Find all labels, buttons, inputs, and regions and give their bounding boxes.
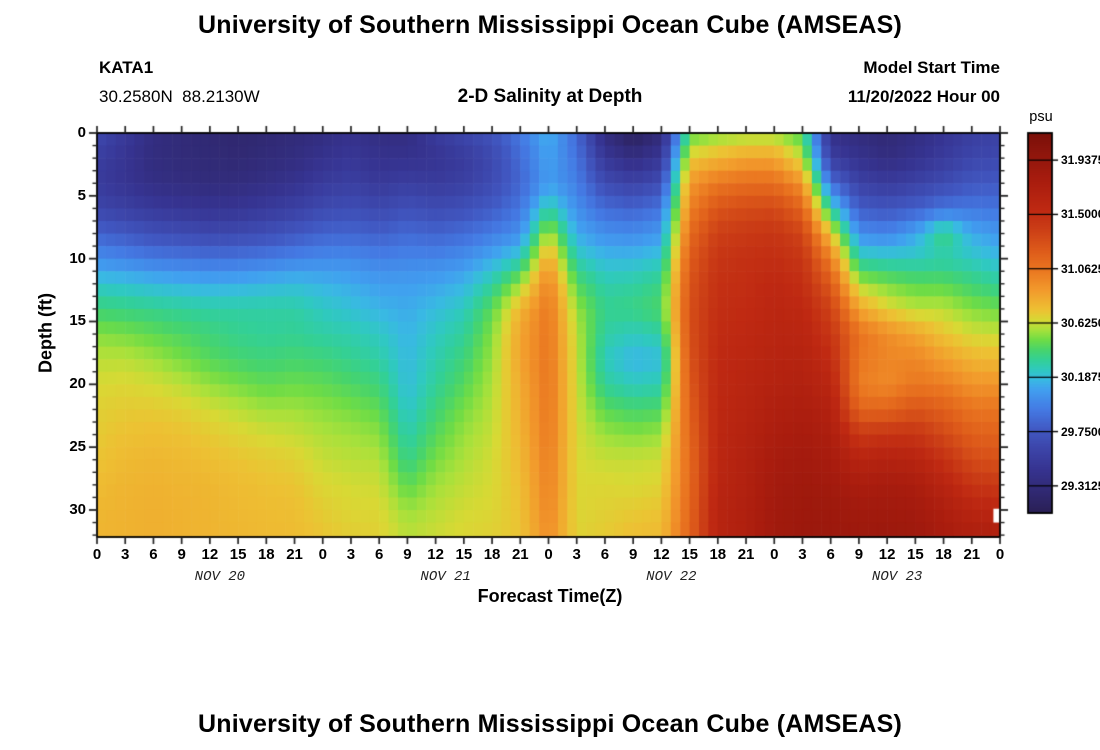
date-label: NOV 20	[194, 569, 246, 585]
x-tick-label: 12	[653, 546, 670, 563]
y-tick-label: 5	[77, 186, 86, 204]
colorbar-tick-label: 31.9375	[1061, 153, 1100, 168]
y-tick-label: 0	[77, 124, 86, 141]
x-tick-label: 15	[907, 546, 924, 563]
x-tick-label: 12	[427, 546, 444, 563]
colorbar-unit-label: psu	[1029, 109, 1053, 125]
x-tick-label: 0	[544, 546, 553, 563]
plot-title: 2-D Salinity at Depth	[457, 86, 643, 107]
x-tick-label: 21	[286, 546, 303, 563]
x-tick-label: 12	[878, 546, 896, 563]
colorbar-tick-label: 29.3125	[1061, 478, 1100, 493]
colorbar-tick-label: 31.5000	[1061, 207, 1100, 222]
colorbar-tick-label: 31.0625	[1061, 261, 1100, 276]
y-tick-label: 10	[69, 249, 86, 267]
x-tick-label: 18	[935, 546, 952, 563]
colorbar-tick-label: 29.7500	[1061, 424, 1100, 439]
x-tick-label: 18	[257, 546, 275, 563]
x-tick-label: 9	[177, 546, 186, 563]
x-tick-label: 6	[149, 546, 158, 563]
model-start-time-label: Model Start Time	[863, 58, 1000, 77]
x-tick-label: 15	[455, 546, 473, 563]
colorbar-tick-label: 30.6250	[1061, 316, 1100, 330]
station-coordinates: 30.2580N 88.2130W	[99, 87, 260, 106]
x-tick-label: 21	[511, 546, 529, 563]
x-tick-label: 0	[770, 546, 779, 563]
x-tick-label: 18	[483, 546, 501, 563]
y-tick-label: 30	[69, 500, 86, 518]
next-page-title: University of Southern Mississippi Ocean…	[198, 710, 902, 738]
x-tick-label: 6	[375, 546, 384, 563]
x-tick-label: 9	[403, 546, 412, 563]
salinity-heatmap-canvas	[0, 0, 1100, 660]
x-tick-label: 21	[737, 546, 755, 563]
x-tick-label: 0	[318, 546, 327, 563]
x-tick-label: 3	[121, 546, 130, 563]
x-tick-label: 18	[709, 546, 727, 563]
x-tick-label: 9	[854, 546, 864, 563]
date-label: NOV 22	[646, 569, 697, 585]
x-tick-label: 3	[798, 546, 807, 563]
station-id: KATA1	[99, 58, 154, 77]
y-tick-label: 20	[69, 375, 86, 393]
x-tick-label: 9	[628, 546, 638, 563]
page-title: University of Southern Mississippi Ocean…	[198, 11, 902, 39]
date-label: NOV 21	[420, 569, 471, 585]
date-label: NOV 23	[871, 569, 923, 585]
x-tick-label: 0	[995, 546, 1005, 563]
x-tick-label: 0	[92, 546, 102, 563]
x-tick-label: 21	[963, 546, 981, 563]
x-tick-label: 12	[201, 546, 219, 563]
x-axis-title: Forecast Time(Z)	[477, 586, 623, 606]
y-axis-title: Depth (ft)	[35, 293, 56, 373]
x-tick-label: 3	[572, 546, 581, 563]
x-tick-label: 6	[826, 546, 835, 563]
y-tick-label: 25	[69, 438, 86, 456]
y-tick-label: 15	[69, 312, 86, 330]
x-tick-label: 15	[681, 546, 698, 563]
x-tick-label: 3	[346, 546, 356, 563]
x-tick-label: 6	[600, 546, 610, 563]
model-start-time-value: 11/20/2022 Hour 00	[847, 87, 1000, 106]
colorbar-tick-label: 30.1875	[1061, 370, 1100, 385]
x-tick-label: 15	[229, 546, 247, 563]
